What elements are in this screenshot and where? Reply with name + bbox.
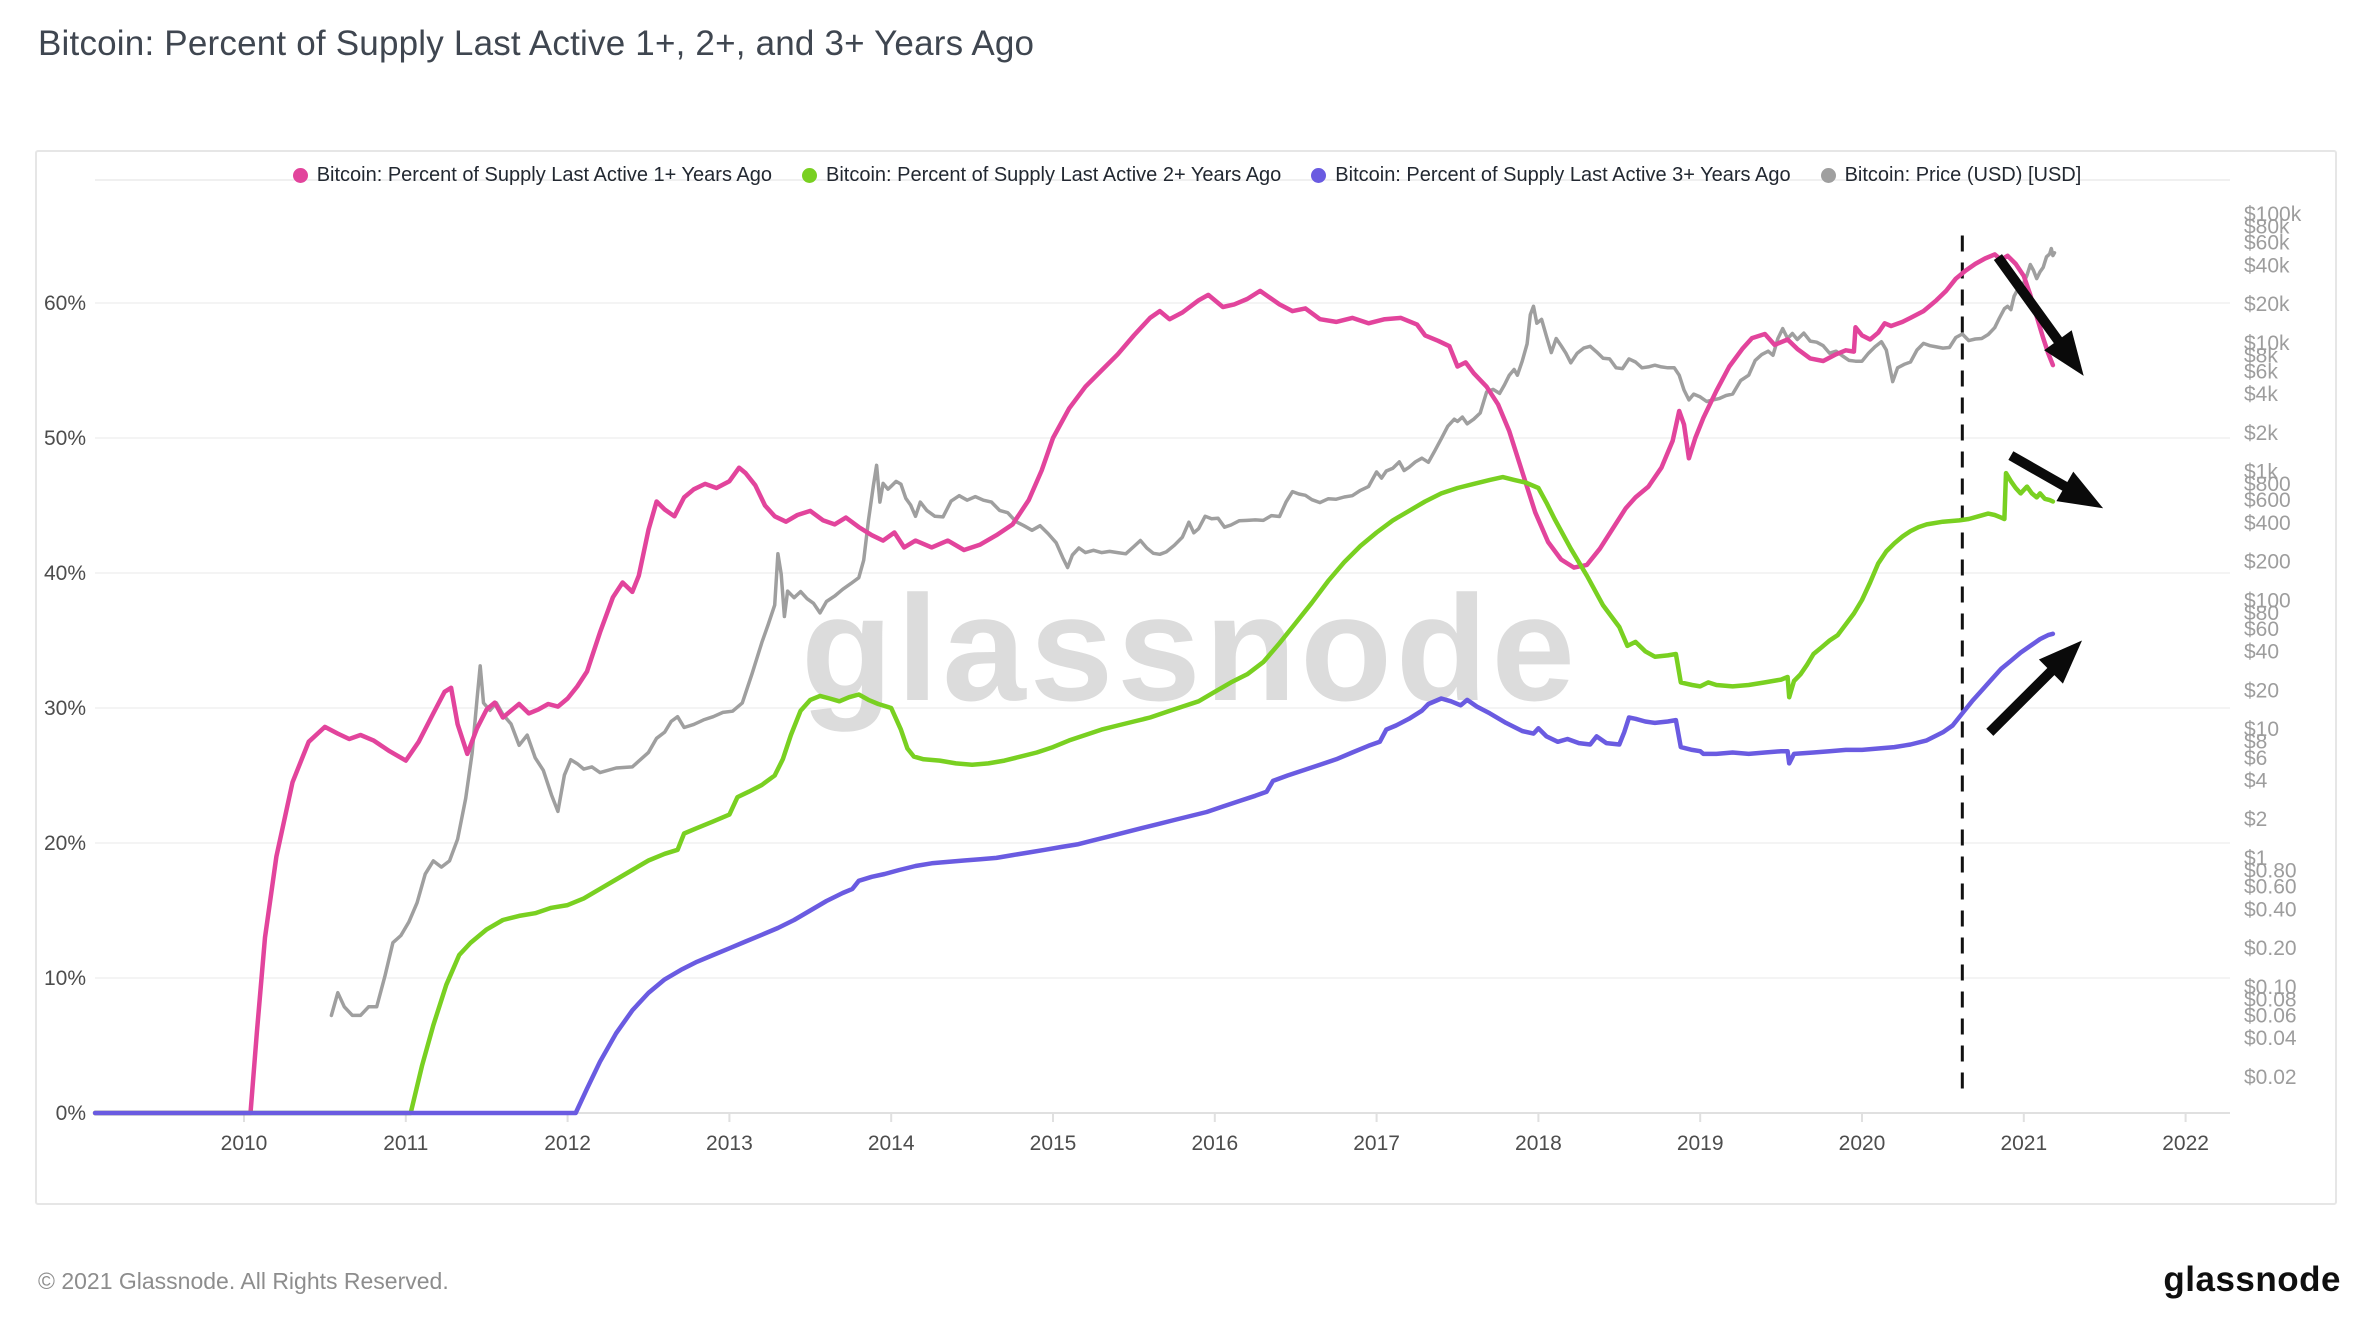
copyright-text: © 2021 Glassnode. All Rights Reserved.	[38, 1268, 449, 1294]
right-axis-tick-label: $2k	[2244, 422, 2278, 445]
right-axis-tick-label: $0.04	[2244, 1027, 2297, 1050]
legend-label: Bitcoin: Percent of Supply Last Active 2…	[825, 164, 1282, 186]
x-axis-year-label: 2012	[544, 1132, 591, 1155]
legend-label: Bitcoin: Percent of Supply Last Active 1…	[316, 164, 772, 186]
legend-dot-gray-icon	[1820, 168, 1836, 183]
right-axis-tick-label: $6	[2244, 747, 2267, 770]
left-axis-tick-label: 30%	[44, 697, 86, 720]
left-axis-tick-label: 50%	[44, 427, 86, 450]
legend-label: Bitcoin: Price (USD) [USD]	[1844, 164, 2082, 186]
legend-item-price[interactable]: Bitcoin: Price (USD) [USD]	[1820, 164, 2082, 187]
right-axis-tick-label: $8	[2244, 731, 2267, 754]
right-axis-tick-label: $4	[2244, 769, 2268, 792]
right-axis-tick-label: $0.60	[2244, 876, 2297, 899]
left-axis-tick-label: 20%	[44, 832, 86, 855]
left-axis-tick-label: 0%	[56, 1102, 86, 1125]
right-axis-tick-label: $4k	[2244, 383, 2278, 406]
annotation-arrow-head	[2044, 330, 2084, 376]
legend-dot-green-icon	[801, 168, 817, 183]
series-line-3	[92, 631, 2056, 1116]
legend-item-supply-3y[interactable]: Bitcoin: Percent of Supply Last Active 3…	[1311, 164, 1791, 187]
right-axis-tick-label: $0.08	[2244, 988, 2297, 1011]
right-axis-tick-label: $600	[2244, 489, 2291, 512]
right-axis-tick-label: $0.80	[2244, 859, 2297, 882]
right-axis-tick-label: $8k	[2244, 344, 2278, 367]
right-axis-tick-label: $1k	[2244, 461, 2278, 484]
x-axis-year-label: 2022	[2162, 1132, 2209, 1155]
right-axis-tick-label: $0.20	[2244, 937, 2297, 960]
x-axis-year-label: 2014	[868, 1132, 915, 1155]
legend-label: Bitcoin: Percent of Supply Last Active 3…	[1335, 164, 1791, 186]
annotation-arrow-shaft	[1993, 254, 2071, 355]
legend-item-supply-2y[interactable]: Bitcoin: Percent of Supply Last Active 2…	[801, 164, 1282, 187]
right-axis-tick-label: $10	[2244, 718, 2279, 741]
x-axis-year-label: 2018	[1515, 1132, 1562, 1155]
x-axis-year-label: 2010	[221, 1132, 268, 1155]
glassnode-logo: glassnode	[2163, 1260, 2341, 1299]
right-axis-tick-label: $80k	[2244, 215, 2290, 238]
annotation-arrow-head	[2038, 640, 2082, 684]
x-axis-year-label: 2020	[1839, 1132, 1886, 1155]
right-axis-tick-label: $1	[2244, 847, 2267, 870]
left-axis-tick-label: 60%	[44, 292, 86, 315]
right-axis-tick-label: $0.40	[2244, 898, 2297, 921]
right-axis-tick-label: $20k	[2244, 293, 2290, 316]
series-line-2	[92, 470, 2056, 1116]
chart-panel	[35, 150, 2337, 1205]
right-axis-tick-label: $40k	[2244, 254, 2290, 277]
x-axis-year-label: 2019	[1677, 1132, 1724, 1155]
right-axis-tick-label: $60	[2244, 618, 2279, 641]
series-line-1	[92, 252, 2056, 1116]
right-axis-tick-label: $80	[2244, 602, 2279, 625]
right-axis-tick-label: $0.02	[2244, 1066, 2297, 1089]
right-axis-tick-label: $100	[2244, 589, 2291, 612]
chart-legend: Bitcoin: Percent of Supply Last Active 1…	[45, 164, 2329, 187]
x-axis-year-label: 2013	[706, 1132, 753, 1155]
right-axis-tick-label: $2	[2244, 808, 2267, 831]
right-axis-tick-label: $100k	[2244, 203, 2302, 226]
x-axis-year-label: 2016	[1191, 1132, 1238, 1155]
x-axis-year-label: 2011	[383, 1132, 428, 1155]
x-axis-year-label: 2015	[1030, 1132, 1077, 1155]
legend-item-supply-1y[interactable]: Bitcoin: Percent of Supply Last Active 1…	[292, 164, 772, 187]
right-axis-tick-label: $400	[2244, 512, 2291, 535]
x-axis-year-label: 2017	[1353, 1132, 1400, 1155]
right-axis-tick-label: $10k	[2244, 332, 2290, 355]
right-axis-tick-label: $200	[2244, 551, 2291, 574]
right-axis-tick-label: $0.10	[2244, 976, 2297, 999]
page-title: Bitcoin: Percent of Supply Last Active 1…	[38, 24, 1035, 63]
right-axis-tick-label: $0.06	[2244, 1004, 2297, 1027]
series-line-4	[329, 246, 2057, 1018]
annotation-arrow-shaft	[1986, 658, 2065, 736]
right-axis-tick-label: $60k	[2244, 232, 2290, 255]
right-axis-tick-label: $20	[2244, 679, 2279, 702]
right-axis-tick-label: $800	[2244, 473, 2291, 496]
legend-dot-blue-icon	[1311, 168, 1327, 183]
annotation-arrow-head	[2056, 471, 2104, 509]
x-axis-year-label: 2021	[2000, 1132, 2047, 1155]
left-axis-tick-label: 10%	[44, 967, 86, 990]
right-axis-tick-label: $6k	[2244, 360, 2278, 383]
legend-dot-pink-icon	[292, 168, 308, 183]
right-axis-tick-label: $40	[2244, 641, 2279, 664]
left-axis-tick-label: 40%	[44, 562, 86, 585]
